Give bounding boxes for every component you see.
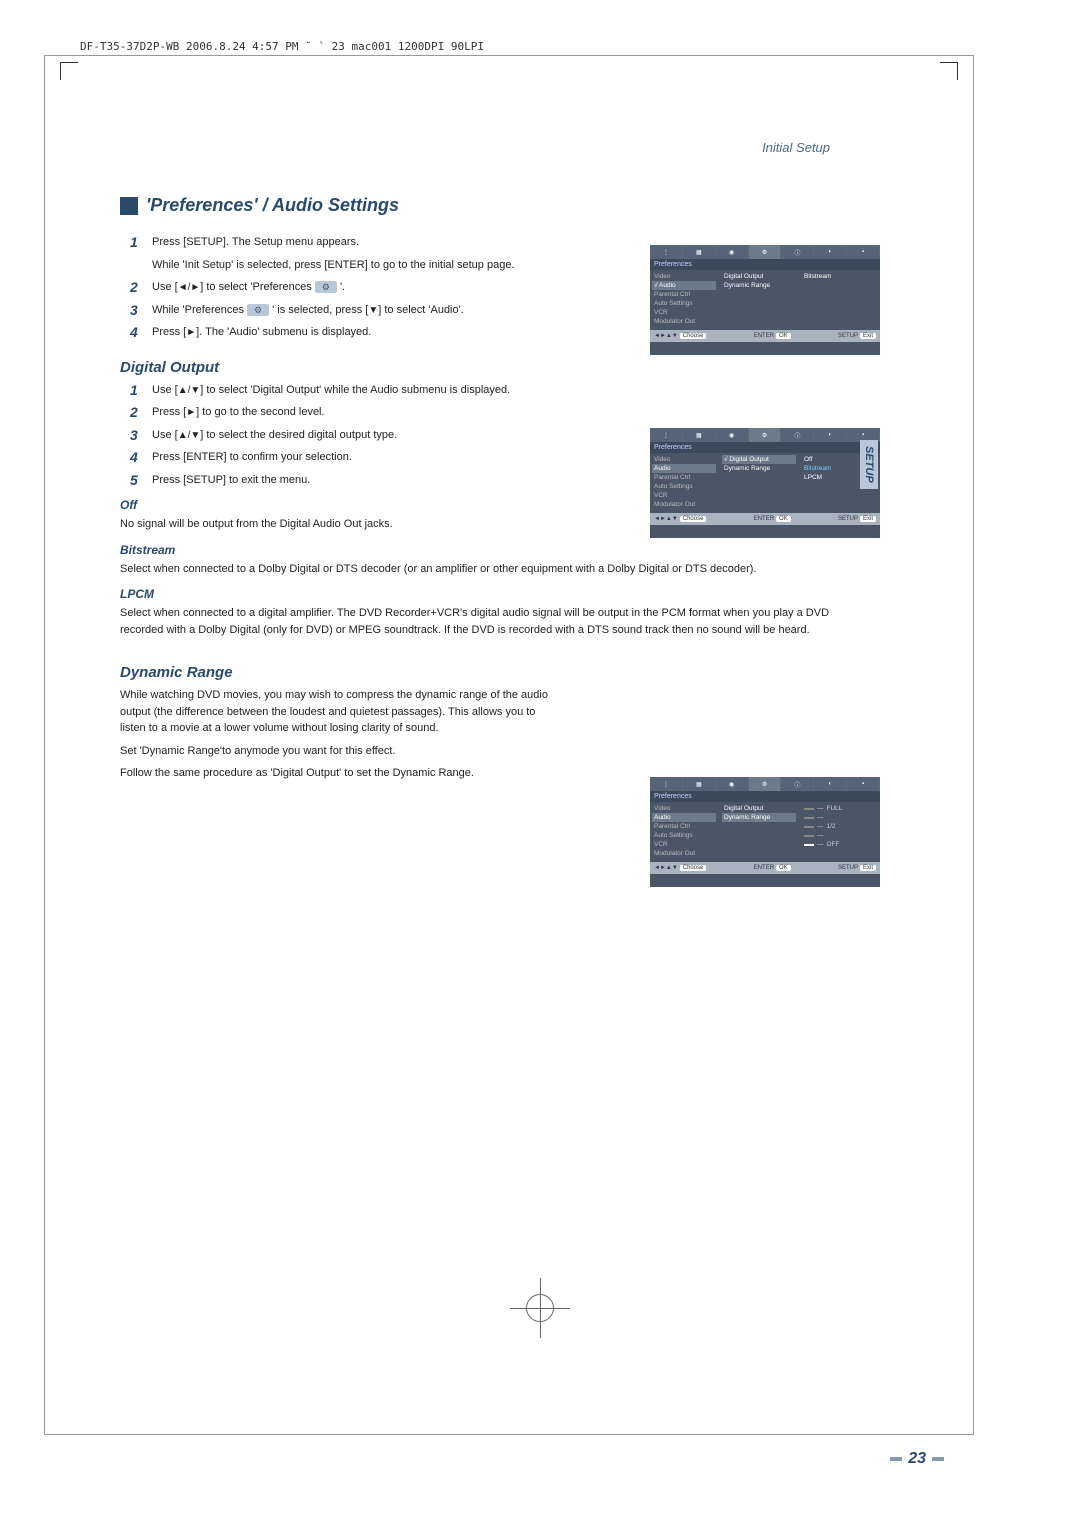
- gear-icon: ⚙: [315, 281, 337, 293]
- title-text: 'Preferences' / Audio Settings: [146, 195, 399, 216]
- screenshot-dynamic-range: ⋮▦◉⚙ⓘ◐▪ Preferences Video Audio Parental…: [650, 777, 880, 887]
- title-preferences-audio: 'Preferences' / Audio Settings: [120, 195, 840, 216]
- digital-step-1: 1Use [▲/▼] to select 'Digital Output' wh…: [130, 382, 840, 399]
- registration-mark: [520, 1288, 560, 1328]
- lpcm-text: Select when connected to a digital ampli…: [120, 605, 840, 638]
- page-number: 23: [884, 1450, 950, 1468]
- gear-icon: ⚙: [247, 304, 269, 316]
- print-header: DF-T35-37D2P-WB 2006.8.24 4:57 PM ˘ ` 23…: [80, 40, 484, 53]
- digital-step-2: 2Press [►] to go to the second level.: [130, 404, 840, 421]
- heading-digital-output: Digital Output: [120, 359, 840, 376]
- heading-dynamic-range: Dynamic Range: [120, 664, 840, 681]
- heading-lpcm: LPCM: [120, 587, 840, 601]
- screenshot-digital-output: ⋮▦◉⚙ⓘ◐▪ Preferences Video Audio Parental…: [650, 428, 880, 538]
- step-1-detail: While 'Init Setup' is selected, press [E…: [152, 257, 572, 274]
- heading-bitstream: Bitstream: [120, 543, 840, 557]
- dynamic-p2: Set 'Dynamic Range'to anymode you want f…: [120, 743, 840, 760]
- page-content: Initial Setup 'Preferences' / Audio Sett…: [120, 140, 840, 782]
- dynamic-p1: While watching DVD movies, you may wish …: [120, 687, 550, 737]
- crop-mark-tl: [60, 62, 78, 80]
- crop-mark-tr: [940, 62, 958, 80]
- side-tab-setup: SETUP: [860, 440, 878, 489]
- screenshot-preferences-audio: ⋮▦◉⚙ⓘ◐▪ Preferences Video √ Audio Parent…: [650, 245, 880, 355]
- title-block-icon: [120, 197, 138, 215]
- bitstream-text: Select when connected to a Dolby Digital…: [120, 561, 840, 578]
- section-label: Initial Setup: [120, 140, 840, 155]
